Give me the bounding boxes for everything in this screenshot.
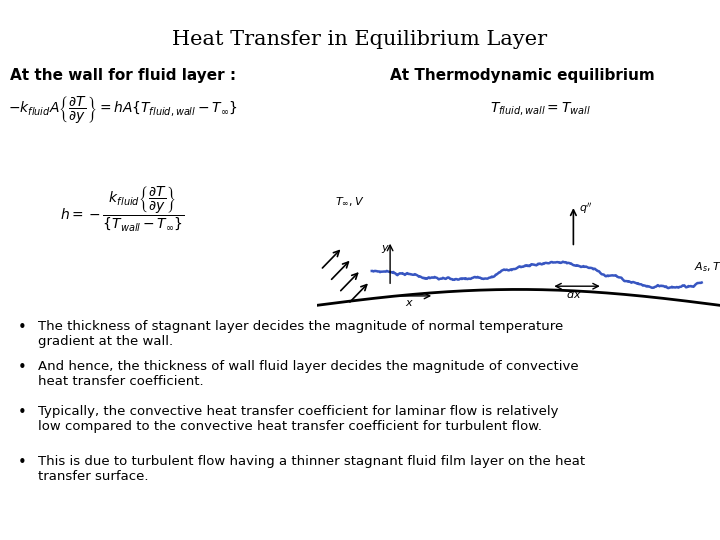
Text: $x$: $x$ xyxy=(405,298,414,308)
Text: At the wall for fluid layer :: At the wall for fluid layer : xyxy=(10,68,236,83)
Text: At Thermodynamic equilibrium: At Thermodynamic equilibrium xyxy=(390,68,654,83)
Text: $dx$: $dx$ xyxy=(566,287,582,300)
Text: •: • xyxy=(18,455,27,470)
Text: Heat Transfer in Equilibrium Layer: Heat Transfer in Equilibrium Layer xyxy=(172,30,548,49)
Text: $T_{\infty}, V$: $T_{\infty}, V$ xyxy=(335,196,364,208)
Text: $T_{fluid,wall} = T_{wall}$: $T_{fluid,wall} = T_{wall}$ xyxy=(490,100,591,117)
Text: This is due to turbulent flow having a thinner stagnant fluid film layer on the : This is due to turbulent flow having a t… xyxy=(38,455,585,483)
Text: $-k_{fluid}A\left\{\dfrac{\partial T}{\partial y}\right\} = hA\left\{T_{fluid,wa: $-k_{fluid}A\left\{\dfrac{\partial T}{\p… xyxy=(8,95,238,126)
Text: The thickness of stagnant layer decides the magnitude of normal temperature
grad: The thickness of stagnant layer decides … xyxy=(38,320,563,348)
Text: $A_s, T_s$: $A_s, T_s$ xyxy=(694,260,720,274)
Text: •: • xyxy=(18,405,27,420)
Text: Typically, the convective heat transfer coefficient for laminar flow is relative: Typically, the convective heat transfer … xyxy=(38,405,559,433)
Text: $h = -\dfrac{k_{fluid}\left\{\dfrac{\partial T}{\partial y}\right\}}{\left\{T_{w: $h = -\dfrac{k_{fluid}\left\{\dfrac{\par… xyxy=(60,185,184,233)
Text: $q''$: $q''$ xyxy=(579,201,593,216)
Text: And hence, the thickness of wall fluid layer decides the magnitude of convective: And hence, the thickness of wall fluid l… xyxy=(38,360,579,388)
Text: •: • xyxy=(18,360,27,375)
Text: $y$: $y$ xyxy=(381,242,390,254)
Text: •: • xyxy=(18,320,27,335)
